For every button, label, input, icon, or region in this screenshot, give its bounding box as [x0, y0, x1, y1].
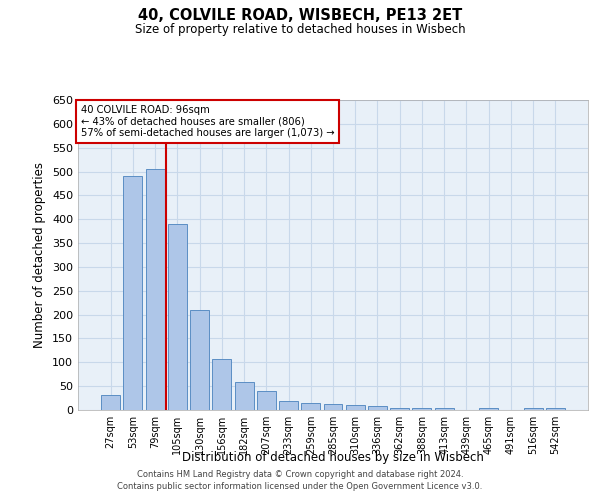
Bar: [301, 403, 320, 410]
Bar: [390, 408, 409, 410]
Bar: [279, 401, 298, 410]
Bar: [346, 405, 365, 410]
Y-axis label: Number of detached properties: Number of detached properties: [34, 162, 46, 348]
Bar: [368, 406, 387, 410]
Text: 40 COLVILE ROAD: 96sqm
← 43% of detached houses are smaller (806)
57% of semi-de: 40 COLVILE ROAD: 96sqm ← 43% of detached…: [80, 104, 334, 138]
Bar: [323, 404, 343, 410]
Bar: [412, 408, 431, 410]
Bar: [124, 176, 142, 410]
Bar: [546, 408, 565, 410]
Bar: [146, 168, 164, 410]
Text: Size of property relative to detached houses in Wisbech: Size of property relative to detached ho…: [134, 22, 466, 36]
Bar: [435, 408, 454, 410]
Bar: [101, 394, 120, 410]
Bar: [479, 408, 498, 410]
Bar: [235, 382, 254, 410]
Bar: [190, 310, 209, 410]
Bar: [212, 359, 231, 410]
Text: Contains HM Land Registry data © Crown copyright and database right 2024.: Contains HM Land Registry data © Crown c…: [137, 470, 463, 479]
Text: Distribution of detached houses by size in Wisbech: Distribution of detached houses by size …: [182, 451, 484, 464]
Text: 40, COLVILE ROAD, WISBECH, PE13 2ET: 40, COLVILE ROAD, WISBECH, PE13 2ET: [138, 8, 462, 22]
Bar: [257, 391, 276, 410]
Bar: [168, 224, 187, 410]
Bar: [524, 408, 542, 410]
Text: Contains public sector information licensed under the Open Government Licence v3: Contains public sector information licen…: [118, 482, 482, 491]
